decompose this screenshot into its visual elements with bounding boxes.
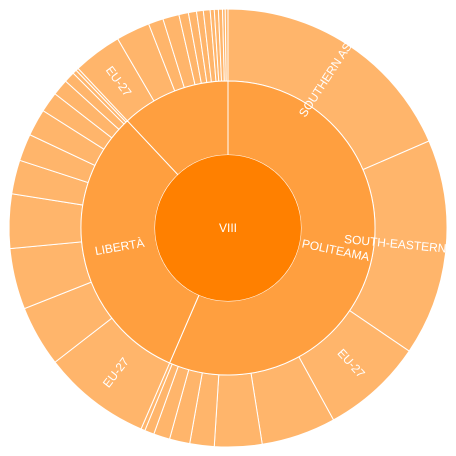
center-label: VIII [219,221,237,235]
center-ring [155,155,301,301]
middle-ring [80,80,376,376]
center-segment[interactable] [155,155,301,301]
segment-leaf-2-12[interactable] [224,8,229,82]
